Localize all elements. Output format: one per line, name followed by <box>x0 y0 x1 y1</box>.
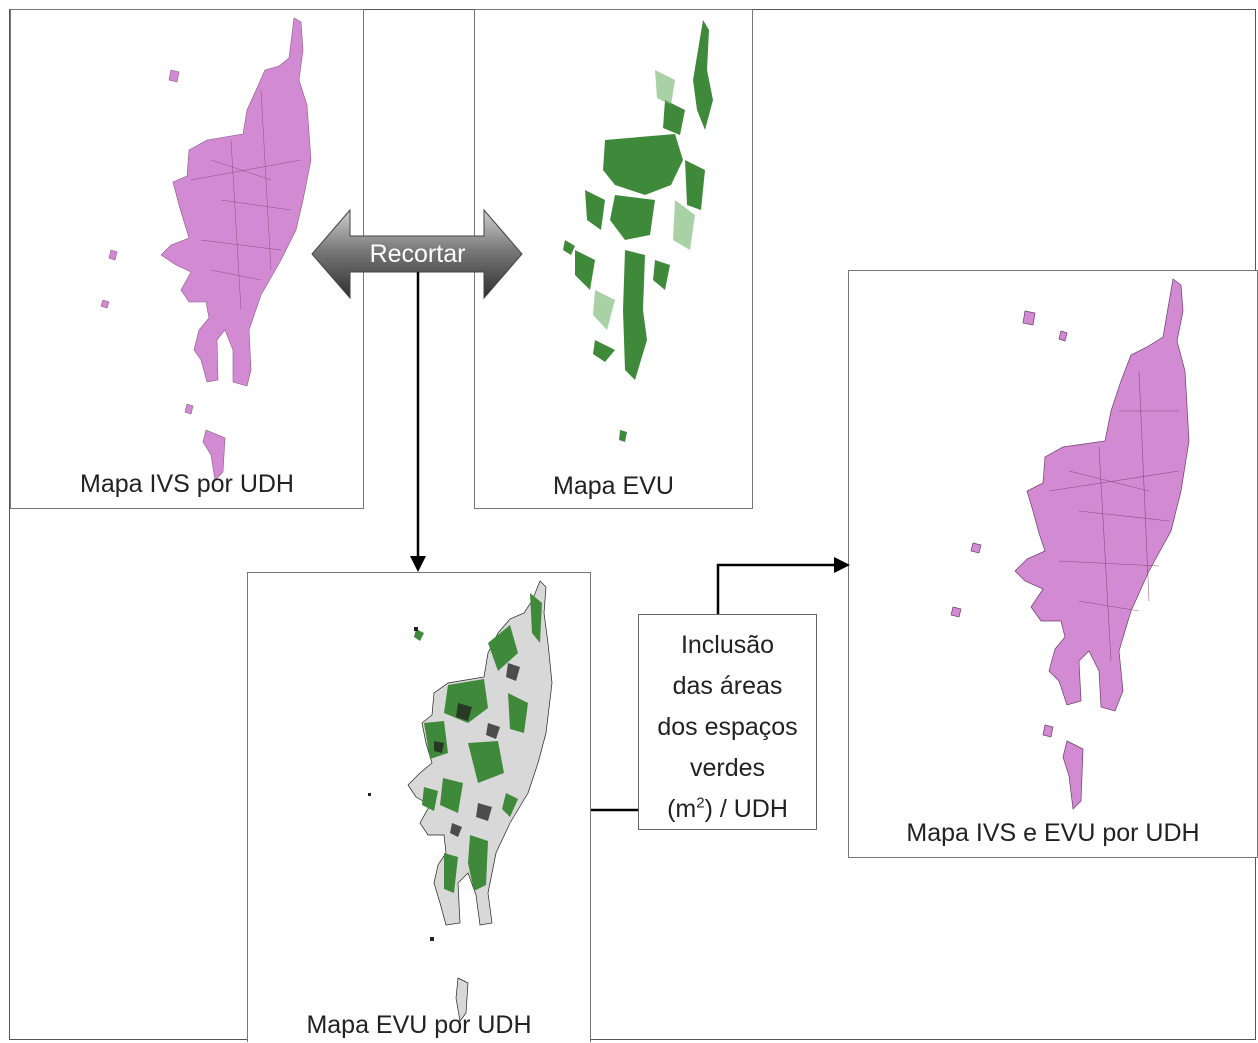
ivs-map-label: Mapa IVS por UDH <box>80 470 294 498</box>
recortar-label: Recortar <box>369 240 466 268</box>
down-arrow-head <box>410 556 426 572</box>
inclusion-unit-line: (m2) / UDH <box>639 789 816 830</box>
ivs-map-image <box>100 17 312 481</box>
inclusion-line-3: dos espaços <box>657 713 798 741</box>
inclusion-line-4: verdes <box>689 754 766 782</box>
ivs-evu-map-image <box>950 278 1190 810</box>
process-to-final-connector <box>716 563 836 614</box>
ivs-map-panel: Mapa IVS por UDH <box>10 9 364 509</box>
unit-superscript: 2 <box>696 794 705 812</box>
evu-map-label: Mapa EVU <box>553 472 674 500</box>
ivs-evu-map-label: Mapa IVS e EVU por UDH <box>906 819 1200 847</box>
evu-udh-map-image <box>368 580 553 1022</box>
evu-udh-map-label: Mapa EVU por UDH <box>306 1011 532 1039</box>
recortar-double-arrow <box>311 208 523 300</box>
unit-pre: (m <box>667 795 697 823</box>
evu-udh-map-panel: Mapa EVU por UDH <box>247 572 591 1042</box>
inclusion-line-2: das áreas <box>672 672 783 700</box>
inclusion-line-1: Inclusão <box>680 631 775 659</box>
ivs-evu-map-panel: Mapa IVS e EVU por UDH <box>848 270 1258 858</box>
evu-map-image <box>563 20 713 442</box>
inclusion-process-box: Inclusão das áreas dos espaços verdes (m… <box>638 614 817 830</box>
right-arrow-head <box>834 557 850 573</box>
unit-post: ) / UDH <box>704 795 788 823</box>
evu-map-panel: Mapa EVU <box>474 9 753 509</box>
